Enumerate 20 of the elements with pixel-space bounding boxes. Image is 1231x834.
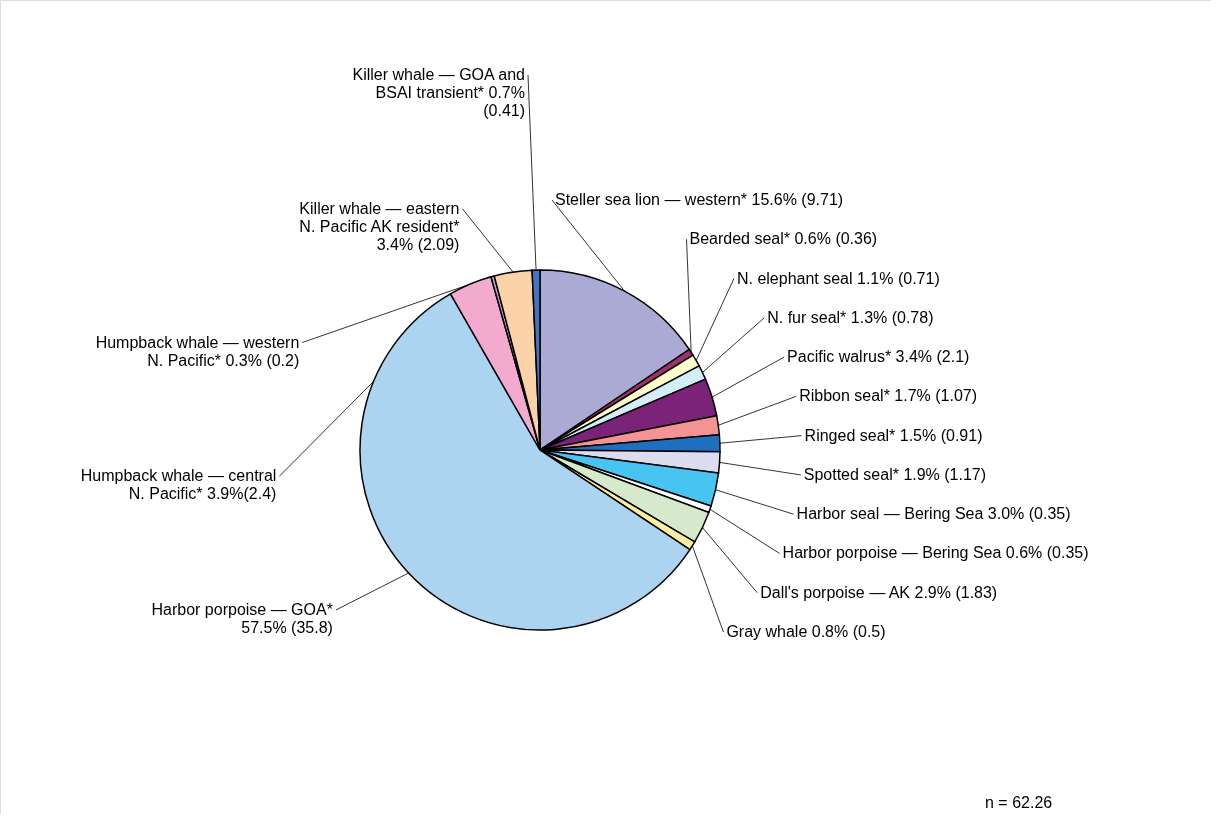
slice-label: Ringed seal* 1.5% (0.91) bbox=[804, 426, 983, 444]
slice-label: Pacific walrus* 3.4% (2.1) bbox=[787, 348, 970, 366]
slice-label: Ribbon seal* 1.7% (1.07) bbox=[799, 387, 978, 405]
data-label: 3.4% (2.09) bbox=[376, 235, 460, 253]
slice-label: Killer whale — eastern N. Pacific AK resident* bbox=[299, 199, 460, 235]
slice-label: Dall's porpoise — AK 2.9% (1.83) bbox=[760, 583, 998, 601]
slice-label: Steller sea lion — western* 15.6% (9.71) bbox=[555, 191, 844, 208]
slice-label: Gray whale 0.8% (0.5) bbox=[726, 623, 886, 640]
slice-label: N. fur seal* 1.3% (0.78) bbox=[767, 308, 934, 326]
slice-label: Spotted seal* 1.9% (1.17) bbox=[803, 465, 987, 483]
slice-label: Harbor seal — Bering Sea 3.0% (0.35) bbox=[796, 505, 1071, 523]
slice-label: N. elephant seal 1.1% (0.71) bbox=[736, 269, 940, 287]
slice-label: Humpback whale — western N. Pacific* 0.3% (0.2) bbox=[95, 333, 300, 369]
slice-label: Bearded seal* 0.6% (0.36) bbox=[689, 230, 878, 248]
slice-label: Killer whale — GOA and BSAI transient* 0.7% (0.41) bbox=[352, 66, 525, 119]
slice-label: Harbor porpoise — GOA* bbox=[151, 601, 333, 618]
slice-label: Harbor porpoise — Bering Sea 0.6% (0.35) bbox=[782, 544, 1089, 562]
slice-label: Humpback whale — central N. Pacific* 3.9%(2.4) bbox=[80, 467, 277, 503]
data-label: 57.5% (35.8) bbox=[241, 619, 333, 636]
text: n = 62.26 bbox=[985, 794, 1053, 811]
